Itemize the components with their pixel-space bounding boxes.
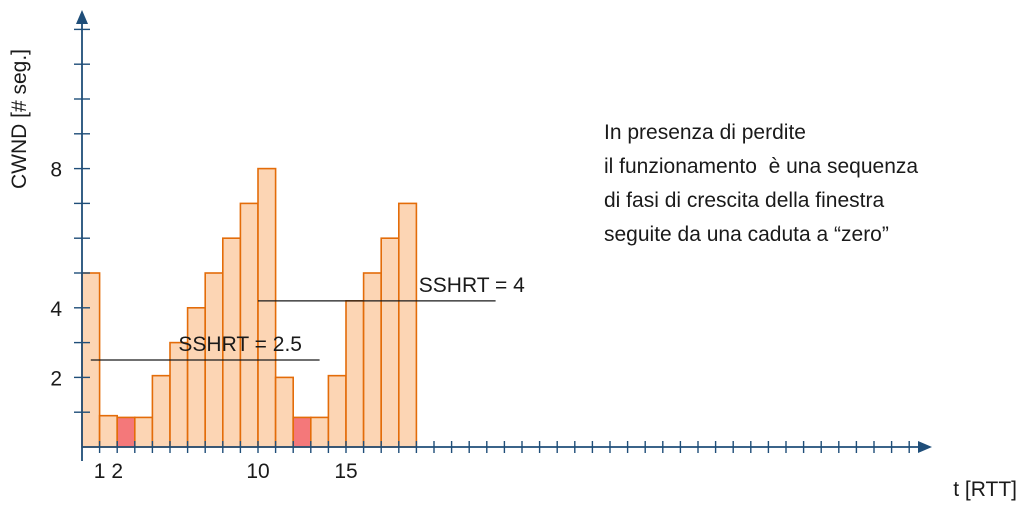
x-axis-label: t [RTT] [953, 478, 1017, 501]
annotation-line: In presenza di perdite [604, 121, 806, 144]
cwnd-bar [186, 306, 207, 448]
annotation-line: seguite da una caduta a “zero” [604, 223, 889, 246]
x-tick-label: 10 [246, 460, 269, 483]
y-axis-label: CWND [# seg.] [8, 49, 31, 189]
cwnd-bar [151, 374, 171, 448]
threshold-label: SSHRT = 4 [419, 274, 525, 297]
loss-bar [116, 416, 136, 448]
threshold-layer: SSHRT = 2.5 SSHRT = 4 [90, 274, 525, 361]
annotation-line: il funzionamento è una sequenza [604, 155, 919, 178]
loss-bar [292, 416, 312, 448]
y-tick-label: 2 [50, 367, 62, 390]
y-tick-label: 4 [50, 298, 62, 321]
cwnd-bar [327, 374, 347, 448]
cwnd-bar [309, 416, 330, 448]
x-tick-label: 1 [94, 460, 106, 483]
y-tick-label: 8 [50, 159, 62, 182]
cwnd-bar [362, 272, 383, 448]
y-axis-arrow [76, 10, 88, 24]
bars-layer [81, 167, 418, 448]
cwnd-bar [345, 300, 365, 448]
cwnd-bar [98, 414, 118, 448]
cwnd-bar [257, 167, 277, 448]
axis-layer [74, 10, 932, 461]
cwnd-bar [397, 202, 418, 448]
cwnd-bar [274, 376, 295, 448]
x-axis-arrow [918, 441, 932, 453]
threshold-label: SSHRT = 2.5 [178, 333, 302, 356]
annotation-line: di fasi di crescita della finestra [604, 189, 885, 212]
cwnd-bar [169, 341, 189, 448]
x-tick-label: 2 [111, 460, 123, 483]
cwnd-bar [239, 202, 259, 448]
x-tick-label: 15 [334, 460, 357, 483]
annotation-text: In presenza di perdite il funzionamento … [604, 116, 1024, 252]
cwnd-bar [134, 416, 154, 448]
cwnd-bar [380, 237, 400, 448]
